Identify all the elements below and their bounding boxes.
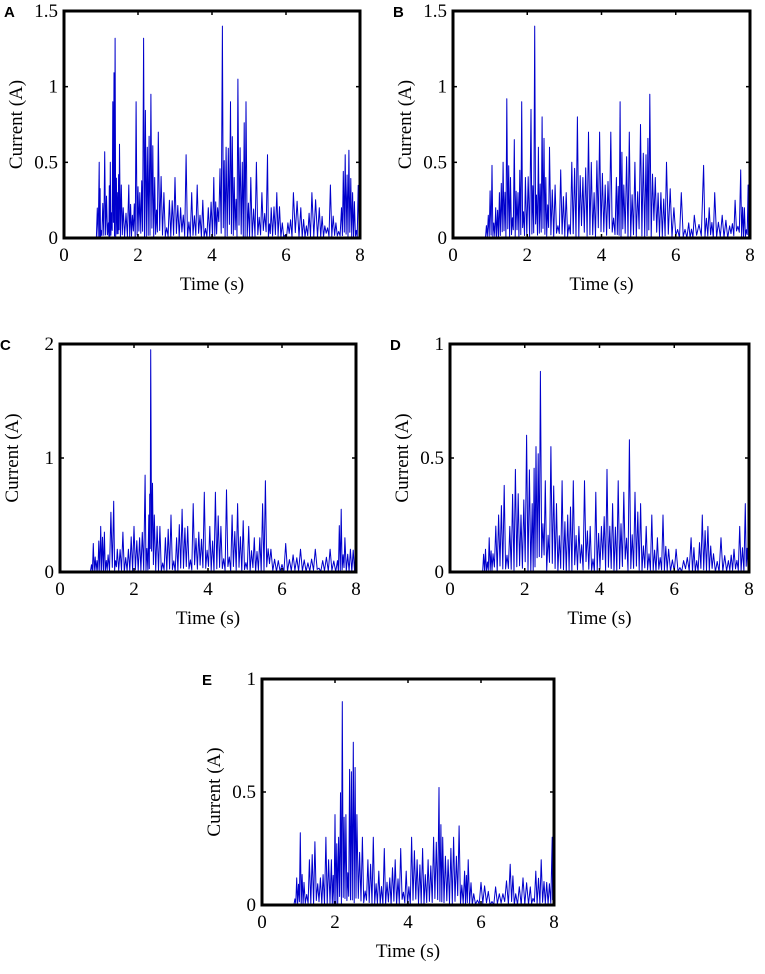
y-axis-label: Current (A) bbox=[2, 413, 23, 502]
y-tick-label: 0.5 bbox=[232, 782, 256, 803]
y-tick-label: 0.5 bbox=[423, 152, 447, 173]
current-trace-line bbox=[64, 25, 361, 239]
x-tick-label: 2 bbox=[129, 579, 139, 600]
y-tick-label: 1 bbox=[247, 669, 257, 690]
y-tick-label: 0.5 bbox=[34, 152, 58, 173]
y-tick-label: 1 bbox=[435, 334, 445, 355]
x-tick-label: 0 bbox=[257, 912, 267, 933]
x-axis-label: Time (s) bbox=[567, 608, 631, 629]
chart-panel-c: C 0 2 4 6 8 0 1 2 Time (s) Current (A) bbox=[0, 334, 361, 629]
chart-panel-a: A 0 2 4 6 8 0 0.5 1 1.5 Time (s) Current (A) bbox=[4, 1, 365, 295]
x-tick-label: 4 bbox=[207, 245, 217, 266]
x-axis-label: Time (s) bbox=[376, 941, 440, 962]
y-tick-label: 0 bbox=[435, 562, 445, 583]
x-axis-label: Time (s) bbox=[180, 274, 244, 295]
x-tick-label: 0 bbox=[448, 245, 458, 266]
current-trace-line bbox=[60, 349, 357, 573]
y-tick-label: 1 bbox=[438, 77, 448, 98]
chart-panel-e: E 0 2 4 6 8 0 0.5 1 Time (s) Current (A) bbox=[202, 669, 559, 962]
x-tick-label: 8 bbox=[745, 245, 755, 266]
x-tick-label: 8 bbox=[355, 245, 365, 266]
x-tick-label: 6 bbox=[281, 245, 291, 266]
x-tick-label: 2 bbox=[133, 245, 143, 266]
x-tick-label: 0 bbox=[445, 579, 455, 600]
current-trace-line bbox=[262, 701, 555, 906]
y-tick-label: 0 bbox=[247, 895, 257, 916]
y-tick-label: 2 bbox=[45, 334, 55, 355]
y-tick-label: 0 bbox=[49, 228, 59, 249]
y-axis-label: Current (A) bbox=[6, 80, 27, 169]
x-tick-label: 6 bbox=[476, 912, 486, 933]
x-tick-label: 2 bbox=[523, 245, 533, 266]
x-tick-label: 4 bbox=[595, 579, 605, 600]
x-tick-label: 6 bbox=[670, 579, 680, 600]
panel-label: B bbox=[393, 4, 404, 21]
x-tick-label: 4 bbox=[203, 579, 213, 600]
x-tick-label: 8 bbox=[351, 579, 361, 600]
y-tick-label: 1 bbox=[49, 77, 59, 98]
y-tick-label: 0 bbox=[438, 228, 448, 249]
x-tick-label: 4 bbox=[403, 912, 413, 933]
y-tick-label: 1.5 bbox=[34, 1, 58, 22]
x-tick-label: 0 bbox=[55, 579, 65, 600]
y-tick-label: 0.5 bbox=[420, 448, 444, 469]
x-tick-label: 0 bbox=[59, 245, 69, 266]
y-axis-label: Current (A) bbox=[392, 413, 413, 502]
y-axis-label: Current (A) bbox=[204, 747, 225, 836]
x-axis-label: Time (s) bbox=[176, 608, 240, 629]
y-tick-label: 0 bbox=[45, 562, 55, 583]
chart-panel-b: B 0 2 4 6 8 0 0.5 1 1.5 Time (s) Current (A) bbox=[393, 1, 755, 295]
x-tick-label: 2 bbox=[520, 579, 530, 600]
y-tick-label: 1 bbox=[45, 448, 55, 469]
chart-panel-d: D 0 2 4 6 8 0 0.5 1 Time (s) Current (A) bbox=[390, 334, 754, 629]
panel-label: E bbox=[202, 672, 212, 689]
x-tick-label: 2 bbox=[330, 912, 340, 933]
y-axis-label: Current (A) bbox=[395, 80, 416, 169]
x-tick-label: 8 bbox=[744, 579, 754, 600]
x-tick-label: 8 bbox=[549, 912, 559, 933]
x-axis-label: Time (s) bbox=[569, 274, 633, 295]
y-tick-label: 1.5 bbox=[423, 1, 447, 22]
x-tick-label: 4 bbox=[597, 245, 607, 266]
panel-label: D bbox=[390, 337, 401, 354]
panel-label: C bbox=[0, 337, 11, 354]
x-tick-label: 6 bbox=[277, 579, 287, 600]
panel-label: A bbox=[4, 4, 15, 21]
current-trace-line bbox=[450, 370, 750, 573]
x-tick-label: 6 bbox=[671, 245, 681, 266]
current-trace-line bbox=[453, 25, 751, 239]
